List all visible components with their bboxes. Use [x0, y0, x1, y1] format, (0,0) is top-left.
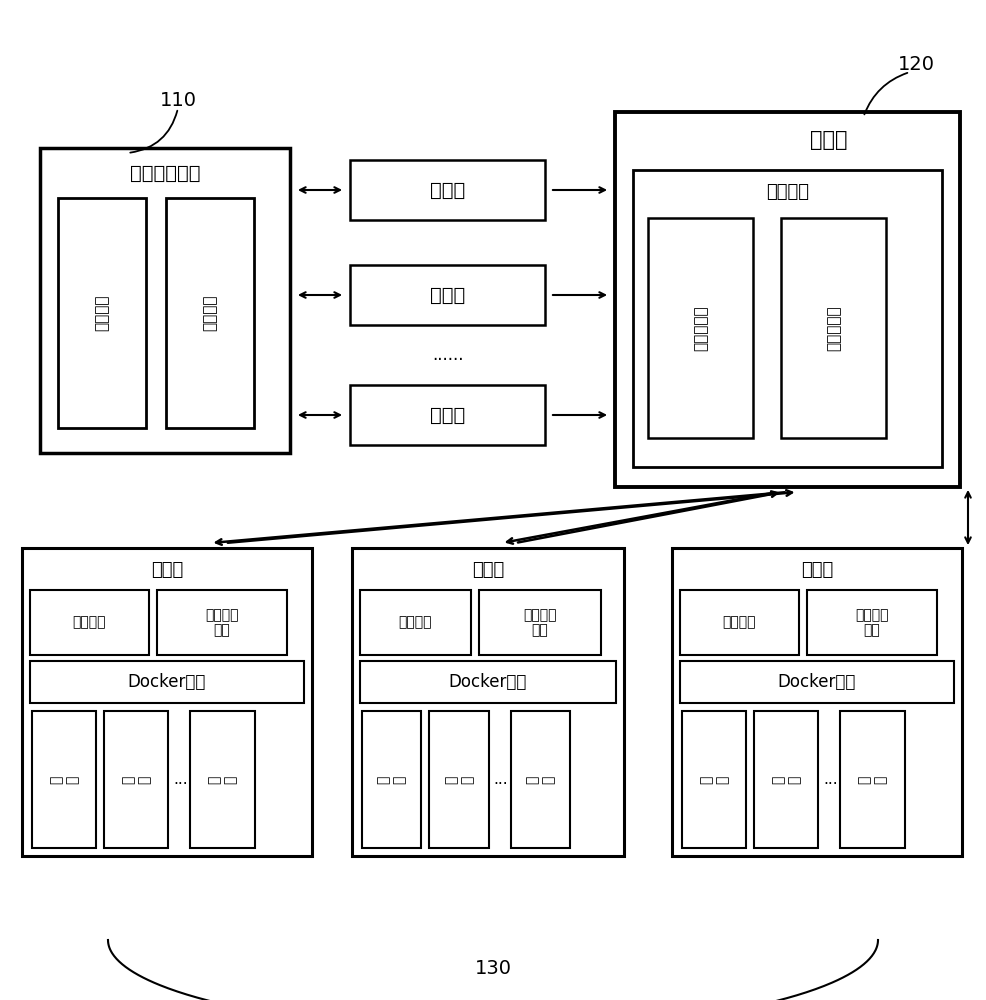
Bar — [807, 590, 937, 655]
Text: ...: ... — [494, 772, 508, 787]
Bar — [633, 170, 942, 467]
Bar — [615, 112, 960, 487]
Bar — [840, 711, 904, 848]
Bar — [22, 548, 312, 856]
Text: 守护进程: 守护进程 — [766, 183, 809, 201]
Text: 肉容器控: 肉容器控 — [524, 608, 557, 622]
Bar — [166, 198, 254, 428]
Text: Docker服务: Docker服务 — [128, 673, 206, 691]
Text: 用户策略: 用户策略 — [95, 295, 109, 331]
Text: ...: ... — [823, 772, 838, 787]
Text: 客户端: 客户端 — [430, 180, 465, 200]
Text: 容
器: 容 器 — [377, 775, 407, 784]
Text: 制器: 制器 — [864, 624, 880, 638]
Text: 容
器: 容 器 — [444, 775, 474, 784]
Bar — [430, 711, 489, 848]
Bar — [350, 265, 545, 325]
Text: 从节点: 从节点 — [151, 561, 183, 579]
Text: 容
器: 容 器 — [49, 775, 79, 784]
Text: 容
器: 容 器 — [526, 775, 556, 784]
Text: 容
器: 容 器 — [207, 775, 238, 784]
Text: Docker服务: Docker服务 — [449, 673, 528, 691]
Text: Docker服务: Docker服务 — [778, 673, 856, 691]
Bar — [360, 661, 616, 703]
Bar — [32, 711, 97, 848]
Bar — [30, 590, 149, 655]
Bar — [157, 590, 287, 655]
Bar — [682, 711, 746, 848]
Bar — [781, 218, 886, 438]
Bar — [754, 711, 818, 848]
Text: 容
器: 容 器 — [858, 775, 887, 784]
Text: 资源监控: 资源监控 — [398, 615, 432, 630]
Text: 用户策略: 用户策略 — [202, 295, 218, 331]
Bar — [672, 548, 962, 856]
Text: 容
器: 容 器 — [121, 775, 152, 784]
Text: 元数据服务器: 元数据服务器 — [130, 163, 200, 182]
Bar — [30, 661, 304, 703]
Text: 肉容器控: 肉容器控 — [205, 608, 239, 622]
Text: 资源监控: 资源监控 — [723, 615, 756, 630]
Text: 制器: 制器 — [214, 624, 230, 638]
Text: 从节点: 从节点 — [472, 561, 504, 579]
Text: 110: 110 — [160, 91, 196, 109]
Bar — [350, 385, 545, 445]
Bar — [680, 590, 799, 655]
Bar — [680, 661, 954, 703]
Bar — [360, 590, 471, 655]
Text: 容
器: 容 器 — [771, 775, 802, 784]
Text: 从节点: 从节点 — [801, 561, 833, 579]
Bar — [352, 548, 624, 856]
Text: 客户端: 客户端 — [430, 406, 465, 424]
Bar — [479, 590, 600, 655]
Bar — [58, 198, 146, 428]
Bar — [190, 711, 254, 848]
Bar — [105, 711, 169, 848]
Text: 任务管理器: 任务管理器 — [826, 305, 841, 351]
Text: 容
器: 容 器 — [699, 775, 730, 784]
Text: 主节点: 主节点 — [810, 130, 848, 150]
Bar — [362, 711, 421, 848]
Text: 资源调度器: 资源调度器 — [693, 305, 708, 351]
Bar — [40, 148, 290, 453]
Text: ...: ... — [174, 772, 187, 787]
Text: 客户端: 客户端 — [430, 286, 465, 304]
Bar — [350, 160, 545, 220]
Bar — [511, 711, 571, 848]
Bar — [648, 218, 753, 438]
Text: 120: 120 — [897, 55, 935, 75]
Text: 制器: 制器 — [531, 624, 548, 638]
Text: 资源监控: 资源监控 — [73, 615, 106, 630]
Text: ......: ...... — [432, 346, 463, 364]
Text: 130: 130 — [474, 958, 512, 978]
Text: 肉容器控: 肉容器控 — [855, 608, 888, 622]
